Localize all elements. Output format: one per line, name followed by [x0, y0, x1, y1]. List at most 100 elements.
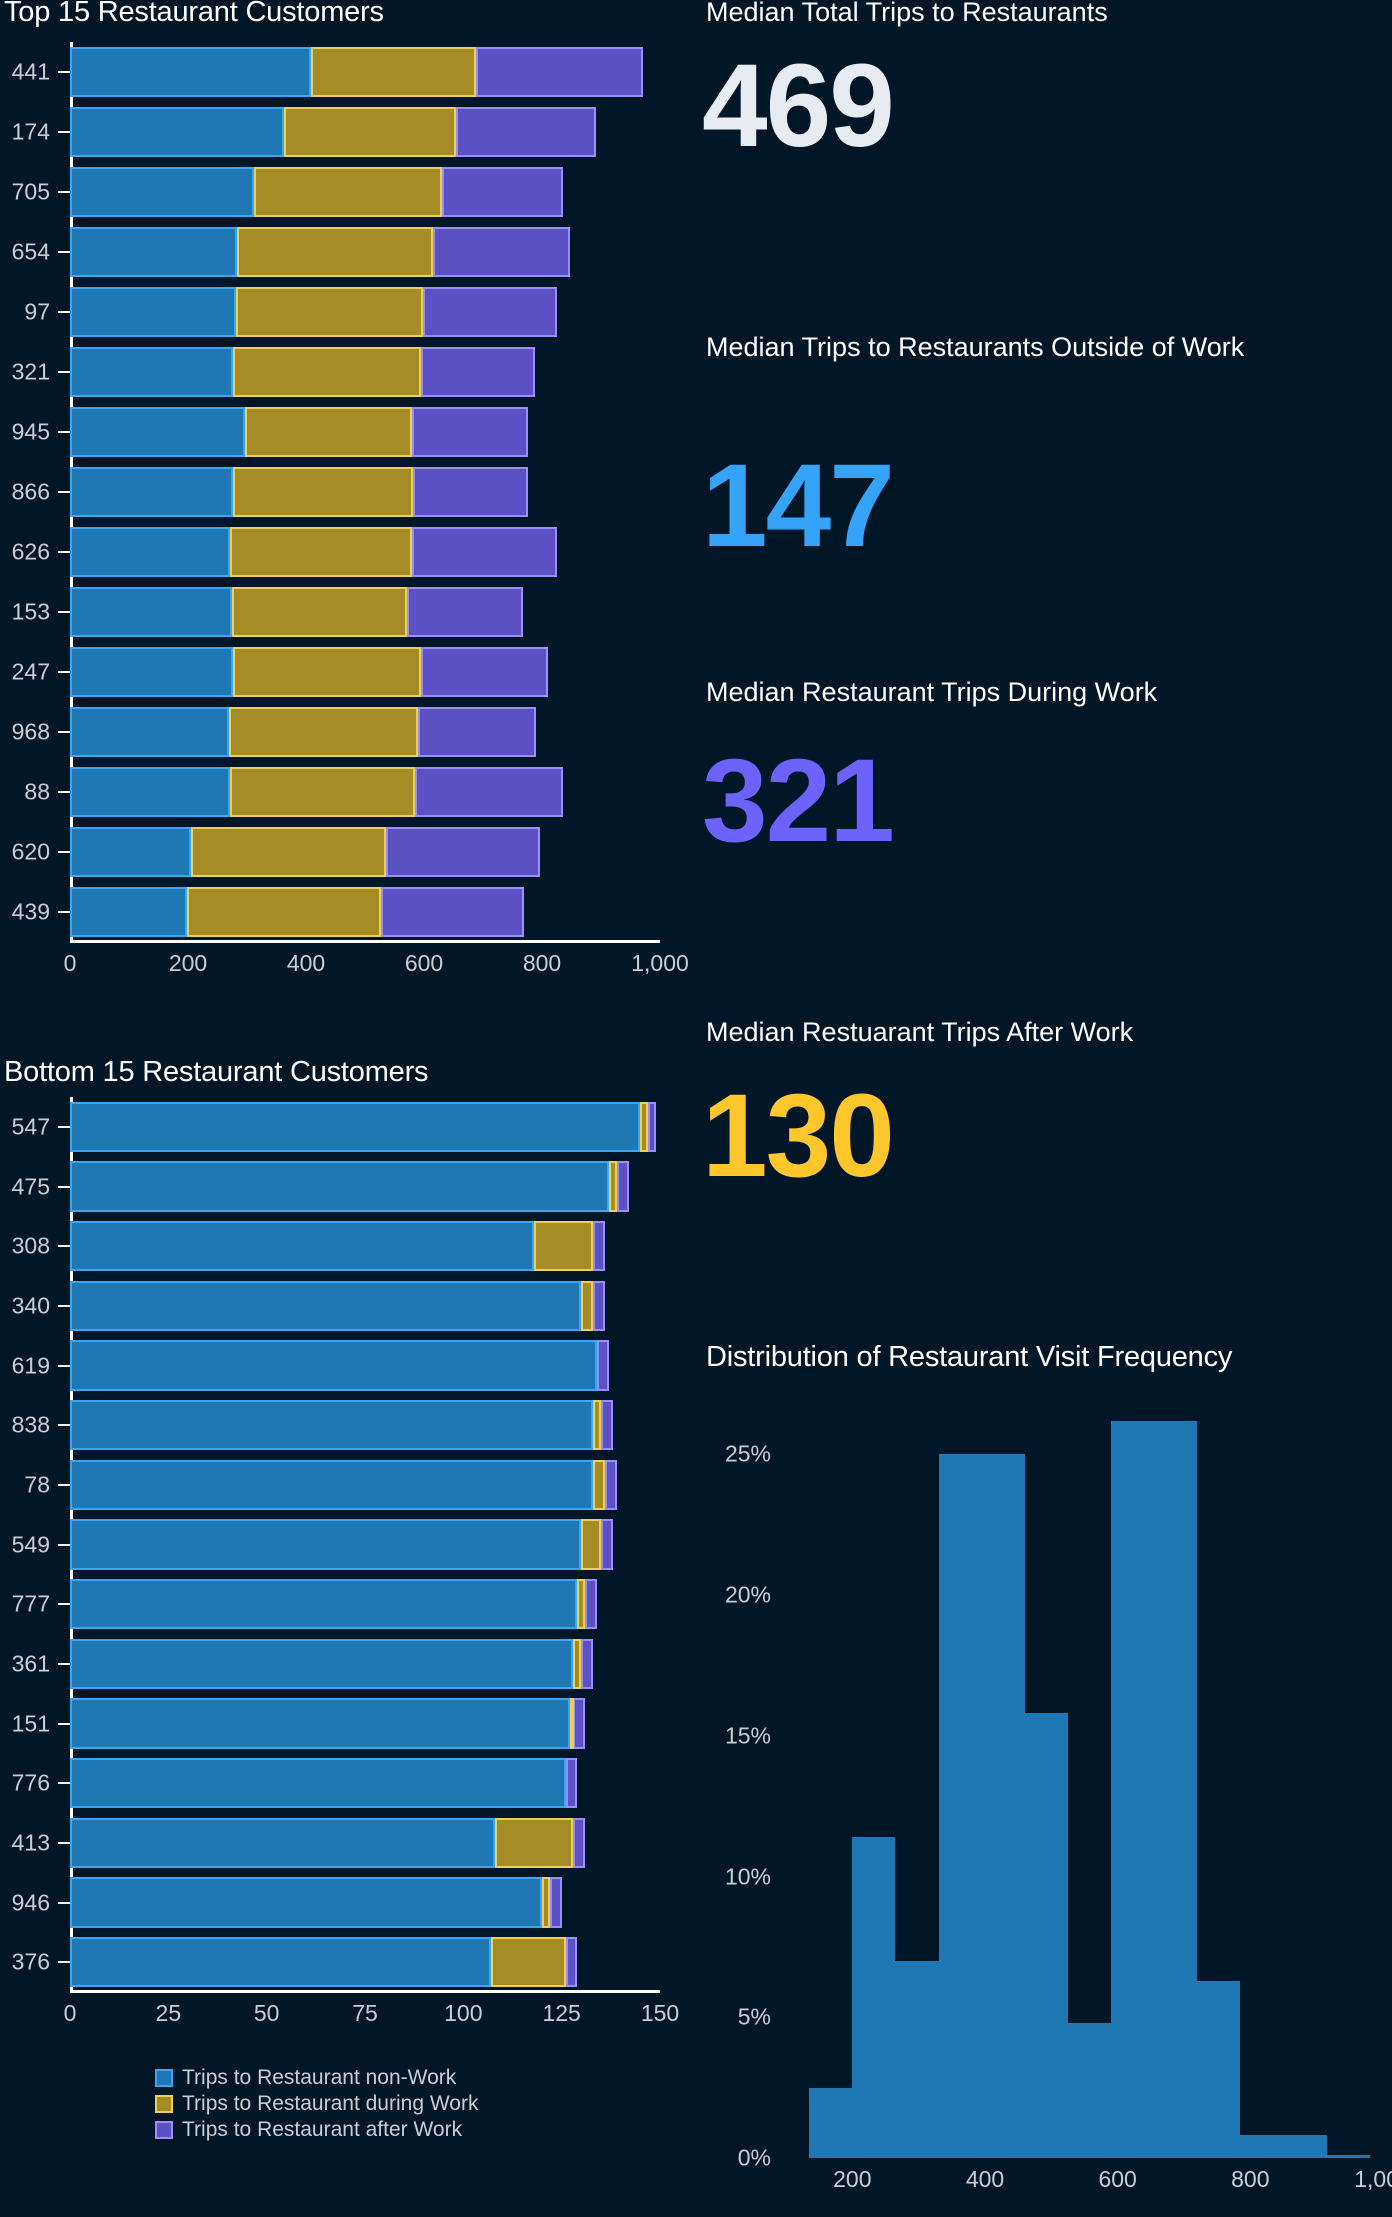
y-tick — [58, 1304, 70, 1307]
table-row — [70, 706, 660, 758]
y-tick-label: 321 — [11, 358, 50, 385]
legend-label: Trips to Restaurant after Work — [182, 2118, 463, 2141]
legend-label: Trips to Restaurant non-Work — [182, 2066, 457, 2089]
bar-segment-after — [565, 1937, 578, 1988]
bar-segment-nonwork — [70, 1579, 578, 1630]
x-tick-label: 600 — [1098, 2166, 1137, 2192]
y-tick — [58, 911, 70, 913]
bar-segment-nonwork — [70, 1161, 609, 1212]
bar-segment-after — [573, 1817, 586, 1868]
histogram-bar — [895, 1960, 939, 2158]
bar-segment-during — [577, 1579, 586, 1630]
bar-segment-after — [432, 226, 570, 278]
bar-segment-nonwork — [70, 346, 234, 398]
x-tick-label: 50 — [253, 2000, 280, 2026]
bar-segment-during — [593, 1459, 605, 1510]
y-tick-label: 439 — [11, 898, 50, 925]
bar-segment-during — [187, 886, 381, 938]
top-15-title: Top 15 Restaurant Customers — [4, 0, 384, 28]
bar-segment-nonwork — [70, 1877, 542, 1928]
y-tick — [58, 1364, 70, 1367]
bar-segment-after — [648, 1101, 657, 1152]
bar-segment-during — [236, 226, 433, 278]
legend-item-nonwork: Trips to Restaurant non-Work — [155, 2065, 478, 2091]
table-row — [70, 1101, 660, 1152]
bar-segment-during — [534, 1221, 594, 1272]
y-tick — [58, 131, 70, 133]
table-row — [70, 1280, 660, 1331]
bar-segment-after — [616, 1161, 629, 1212]
x-tick-label: 200 — [168, 950, 208, 976]
bar-segment-during — [244, 406, 412, 458]
bar-segment-during — [311, 46, 476, 98]
bar-segment-after — [475, 46, 643, 98]
table-row — [70, 1877, 660, 1928]
y-tick-label: 78 — [24, 1471, 50, 1498]
y-tick — [58, 1841, 70, 1844]
panel-top-15: Top 15 Restaurant Customers 441 174 705 654… — [0, 0, 690, 1000]
histogram-bar — [809, 2087, 853, 2158]
y-tick-label: 547 — [11, 1113, 50, 1140]
y-tick — [58, 1662, 70, 1665]
y-tick-label: 946 — [11, 1889, 50, 1915]
x-tick-label: 800 — [1231, 2166, 1270, 2192]
y-tick-label: 361 — [11, 1650, 50, 1677]
bar-segment-during — [581, 1280, 594, 1331]
legend-swatch-nonwork — [155, 2069, 173, 2087]
kpi-3-value: 130 — [702, 1070, 895, 1202]
x-tick-label: 1,000 — [1354, 2166, 1392, 2192]
table-row — [70, 106, 660, 158]
kpi-3-title: Median Restuarant Trips After Work — [706, 1017, 1134, 1047]
bar-segment-after — [565, 1758, 578, 1809]
y-tick — [58, 671, 70, 673]
y-tick-label: 15% — [724, 1722, 771, 1749]
x-tick-label: 100 — [444, 2000, 483, 2026]
y-tick-label: 777 — [11, 1590, 50, 1617]
bar-segment-nonwork — [70, 1937, 491, 1988]
x-tick-label: 125 — [542, 2000, 581, 2026]
y-tick — [58, 1125, 70, 1128]
table-row — [70, 46, 660, 98]
y-tick-label: 247 — [11, 658, 50, 685]
bar-segment-during — [490, 1937, 566, 1988]
table-row — [70, 1519, 660, 1570]
bar-segment-after — [421, 646, 549, 698]
bar-segment-after — [549, 1877, 562, 1928]
y-tick-label: 88 — [24, 778, 50, 805]
x-tick-label: 600 — [404, 950, 444, 976]
table-row — [70, 1937, 660, 1988]
bar-segment-after — [441, 166, 564, 218]
y-tick-label: 968 — [11, 718, 50, 745]
x-tick-label: 1,000 — [631, 950, 689, 976]
table-row — [70, 1817, 660, 1868]
y-tick — [58, 251, 70, 253]
bar-segment-after — [421, 346, 535, 398]
kpi-1-value: 147 — [702, 440, 895, 572]
legend-item-during: Trips to Restaurant during Work — [155, 2091, 478, 2117]
bar-segment-nonwork — [70, 46, 312, 98]
y-tick-label: 97 — [24, 298, 50, 325]
y-tick — [58, 731, 70, 733]
table-row — [70, 646, 660, 698]
kpi-0-value: 469 — [702, 40, 895, 172]
bar-segment-nonwork — [70, 1280, 582, 1331]
y-tick-label: 5% — [737, 2003, 771, 2030]
x-tick-label: 0 — [63, 2000, 77, 2026]
bar-segment-during — [232, 466, 413, 518]
y-tick — [58, 851, 70, 853]
bar-segment-after — [601, 1400, 613, 1451]
chart-legend: Trips to Restaurant non-Work Trips to Res… — [155, 2065, 478, 2143]
y-tick-label: 945 — [11, 418, 50, 445]
y-tick-label: 441 — [11, 58, 50, 85]
bar-segment-after — [581, 1638, 594, 1689]
y-tick — [58, 1961, 70, 1964]
bar-segment-after — [573, 1698, 586, 1749]
y-tick — [58, 611, 70, 613]
bar-segment-during — [190, 826, 386, 878]
y-tick — [58, 311, 70, 313]
table-row — [70, 1400, 660, 1451]
y-tick-label: 654 — [11, 238, 50, 265]
panel-bottom-15: Bottom 15 Restaurant Customers 547 475 308… — [0, 1030, 690, 2217]
y-tick — [58, 491, 70, 493]
histogram-bar — [1326, 2155, 1370, 2158]
